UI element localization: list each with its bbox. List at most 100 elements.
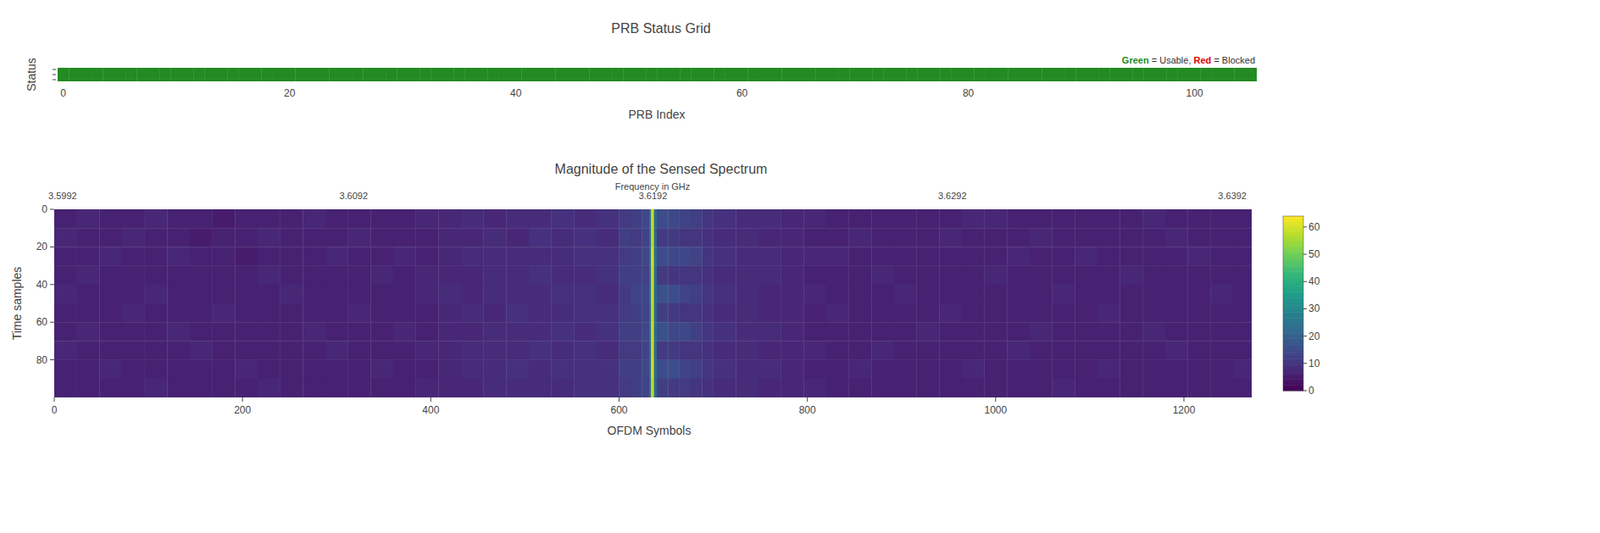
prb-cell [1030,67,1043,82]
spectrum-cell [701,340,714,361]
x-tick [54,397,56,402]
chart-title: PRB Status Grid [611,21,711,36]
spectrum-cell [630,227,643,248]
spectrum-cell [505,322,529,342]
prb-cell [170,67,183,82]
prb-cell [928,67,941,82]
spectrum-cell [189,322,213,342]
prb-cell [408,67,421,82]
spectrum-cell [758,322,782,342]
colorbar-strip [1283,274,1304,278]
spectrum-cell [916,340,940,361]
spectrum-cell [505,246,529,267]
spectrum-cell [189,303,213,323]
prb-cell [114,67,127,82]
spectrum-cell [984,227,1008,248]
spectrum-cell [393,246,417,267]
colorbar-strip [1283,329,1304,334]
y-tick-label: 40 [36,278,49,291]
prb-cell [815,67,828,82]
x-tick [806,397,808,402]
spectrum-cell [667,360,680,380]
spectrum-cell [280,209,304,229]
prb-cell [951,67,964,82]
spectrum-cell [735,322,759,342]
spectrum-cell [438,209,462,229]
spectrum-cell [1006,360,1030,380]
colorbar-strip [1283,344,1304,348]
spectrum-cell [416,284,439,305]
spectrum-cell [483,209,507,229]
spectrum-cell [735,303,759,323]
spectrum-cell [144,246,168,267]
spectrum-cell [735,209,759,229]
spectrum-cell [370,227,394,248]
spectrum-cell [99,266,123,286]
spectrum-cells [54,209,1252,398]
spectrum-cell [649,246,652,267]
spectrum-cell [650,322,655,342]
x-tick-label: 40 [510,87,523,100]
spectrum-cell [894,266,917,286]
prb-cell [159,67,172,82]
spectrum-cell [54,209,78,229]
spectrum-cell [938,246,962,267]
spectrum-cell [393,303,417,323]
spectrum-cell [257,284,281,305]
spectrum-cell [735,340,759,361]
spectrum-cell [619,303,632,323]
spectrum-cell [325,303,349,323]
prb-cell [1200,67,1212,82]
spectrum-cell [667,303,680,323]
spectrum-cell [984,360,1008,380]
spectrum-cell [438,322,462,342]
spectrum-cell [166,322,190,342]
spectrum-cell [871,246,895,267]
spectrum-cell [1142,209,1166,229]
spectrum-cell [649,322,652,342]
spectrum-cell [984,266,1008,286]
spectrum-cell [649,266,652,286]
spectrum-cell [849,246,873,267]
x-tick-label: 80 [962,87,975,100]
spectrum-cell [650,227,655,248]
colorbar-strip [1283,242,1304,246]
colorbar-strip [1283,305,1304,310]
spectrum-cell [1187,227,1211,248]
spectrum-cell [701,303,714,323]
spectrum-cell [416,340,439,361]
spectrum-cell [679,246,692,267]
spectrum-cell [257,378,281,398]
spectrum-cell [894,246,917,267]
prb-cell [770,67,783,82]
colorbar-tick-label: 20 [1308,330,1321,343]
spectrum-cell [916,266,940,286]
spectrum-cell [650,266,655,286]
spectrum-cell [984,246,1008,267]
spectrum-cell [212,378,236,398]
spectrum-cell [1052,340,1076,361]
spectrum-cell [649,378,652,398]
spectrum-cell [438,378,462,398]
spectrum-cell [348,284,372,305]
spectrum-cell [1029,209,1053,229]
prb-cell [68,67,81,82]
prb-cell [102,67,115,82]
spectrum-cell [871,360,895,380]
legend-name: Red [1194,55,1212,66]
spectrum-cell [438,340,462,361]
spectrum-cell [1119,378,1143,398]
prb-cell [1188,67,1201,82]
spectrum-cell [461,284,484,305]
spectrum-cell [619,227,632,248]
spectrum-cell [1233,227,1252,248]
colorbar-strip [1283,300,1304,305]
spectrum-cell [649,227,652,248]
spectrum-cell [679,266,692,286]
spectrum-cell [690,378,703,398]
colorbar-strip [1283,236,1304,240]
spectrum-cell [416,303,439,323]
spectrum-cell [619,378,632,398]
spectrum-cell [1210,246,1234,267]
spectrum-cell [650,360,655,380]
